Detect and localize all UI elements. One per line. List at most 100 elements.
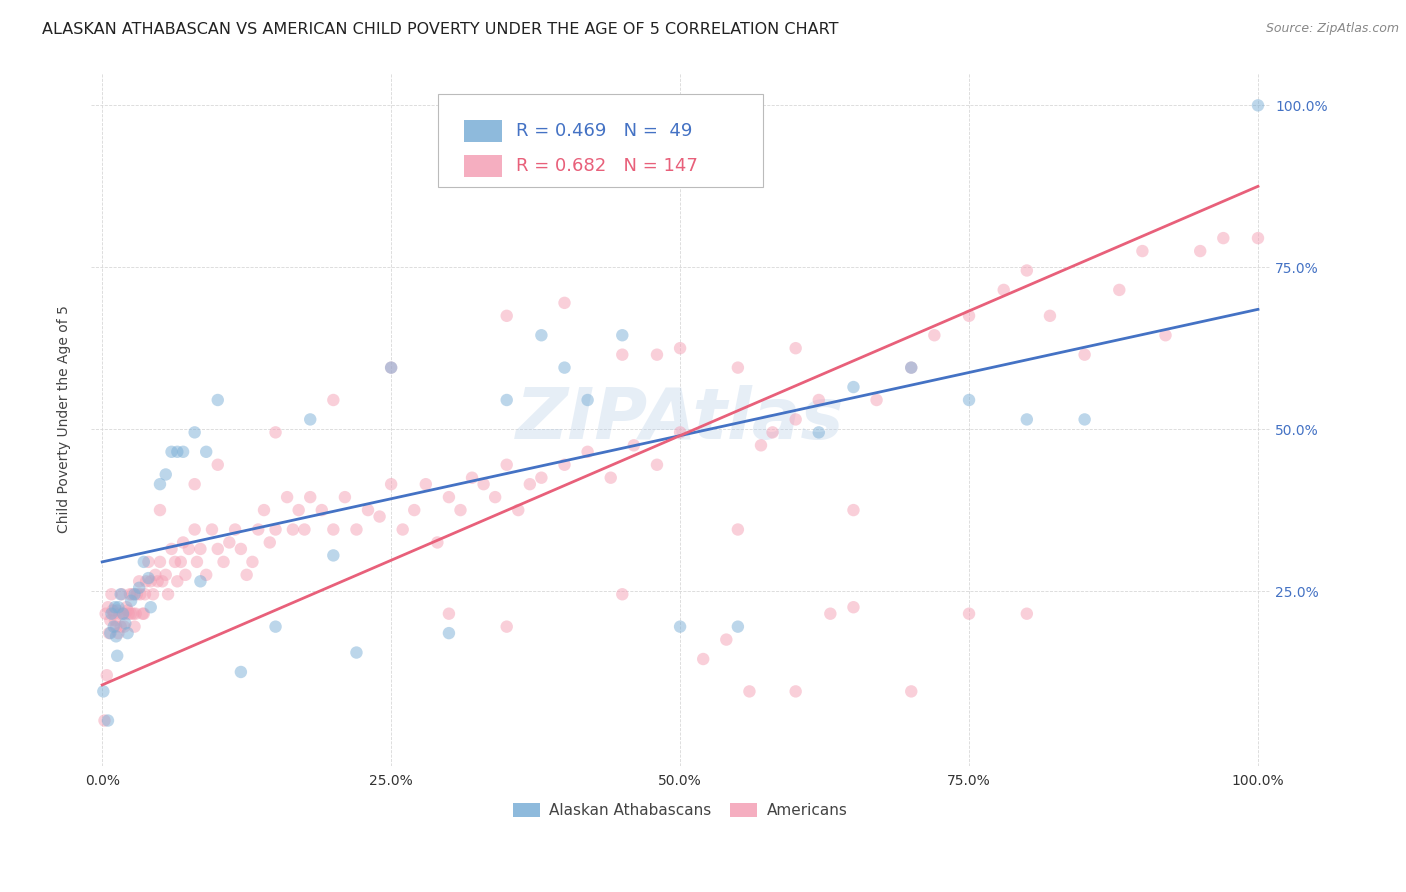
Point: [98, 626, 121, 640]
Point: [103, 620, 125, 634]
Point: [142, 587, 165, 601]
Point: [235, 567, 257, 582]
Point: [957, 309, 980, 323]
Point: [957, 607, 980, 621]
Point: [110, 620, 132, 634]
Bar: [464, 155, 502, 178]
Text: ALASKAN ATHABASCAN VS AMERICAN CHILD POVERTY UNDER THE AGE OF 5 CORRELATION CHAR: ALASKAN ATHABASCAN VS AMERICAN CHILD POV…: [42, 22, 839, 37]
Point: [125, 607, 148, 621]
Point: [346, 646, 368, 660]
Point: [530, 471, 553, 485]
Point: [104, 613, 127, 627]
Point: [900, 360, 922, 375]
Point: [391, 523, 413, 537]
Point: [201, 523, 224, 537]
Point: [135, 574, 157, 589]
Point: [105, 620, 128, 634]
Text: R = 0.682   N = 147: R = 0.682 N = 147: [516, 157, 699, 175]
Point: [785, 341, 807, 355]
Point: [1015, 412, 1038, 426]
Point: [530, 328, 553, 343]
Point: [160, 445, 183, 459]
Point: [97, 714, 120, 728]
Point: [111, 607, 134, 621]
Point: [108, 607, 131, 621]
Point: [900, 360, 922, 375]
Point: [146, 574, 169, 589]
Point: [125, 587, 148, 601]
Point: [727, 620, 749, 634]
Point: [212, 555, 235, 569]
Point: [1154, 328, 1177, 343]
Point: [437, 490, 460, 504]
Point: [120, 593, 142, 607]
Point: [229, 665, 252, 679]
Point: [253, 503, 276, 517]
Text: ZIPAtlas: ZIPAtlas: [516, 385, 845, 454]
Point: [110, 587, 132, 601]
Point: [820, 607, 842, 621]
Point: [107, 626, 129, 640]
Point: [150, 574, 173, 589]
Point: [115, 600, 138, 615]
Point: [322, 549, 344, 563]
Point: [207, 458, 229, 472]
Point: [101, 603, 124, 617]
Point: [190, 541, 212, 556]
Bar: [464, 120, 502, 142]
Point: [264, 425, 287, 440]
Point: [218, 535, 240, 549]
Point: [132, 555, 155, 569]
Point: [380, 360, 402, 375]
Point: [612, 328, 634, 343]
Point: [139, 600, 162, 615]
Point: [553, 360, 575, 375]
Point: [993, 283, 1015, 297]
Point: [669, 341, 692, 355]
Point: [281, 523, 304, 537]
Point: [437, 607, 460, 621]
Point: [380, 360, 402, 375]
Point: [276, 490, 298, 504]
Point: [103, 607, 125, 621]
Point: [495, 620, 517, 634]
Point: [749, 438, 772, 452]
Point: [322, 523, 344, 537]
Point: [842, 380, 865, 394]
Point: [195, 567, 218, 582]
Point: [129, 587, 152, 601]
Point: [259, 535, 281, 549]
Point: [134, 587, 156, 601]
Point: [1039, 309, 1062, 323]
Point: [207, 392, 229, 407]
Point: [163, 555, 186, 569]
Point: [117, 603, 139, 617]
Point: [91, 684, 114, 698]
Point: [183, 523, 205, 537]
Point: [172, 535, 194, 549]
Point: [346, 523, 368, 537]
Point: [576, 392, 599, 407]
Point: [599, 471, 621, 485]
Point: [380, 477, 402, 491]
Point: [105, 648, 128, 663]
Point: [495, 458, 517, 472]
Point: [195, 445, 218, 459]
Point: [160, 541, 183, 556]
Point: [299, 412, 322, 426]
Point: [294, 523, 316, 537]
Point: [242, 555, 264, 569]
Point: [229, 541, 252, 556]
Point: [190, 574, 212, 589]
Point: [183, 477, 205, 491]
Point: [1132, 244, 1154, 258]
Point: [247, 523, 270, 537]
Point: [612, 587, 634, 601]
Point: [415, 477, 437, 491]
Point: [426, 535, 449, 549]
Y-axis label: Child Poverty Under the Age of 5: Child Poverty Under the Age of 5: [58, 305, 72, 533]
Point: [170, 555, 193, 569]
Point: [166, 445, 188, 459]
Point: [122, 607, 145, 621]
Point: [96, 668, 118, 682]
